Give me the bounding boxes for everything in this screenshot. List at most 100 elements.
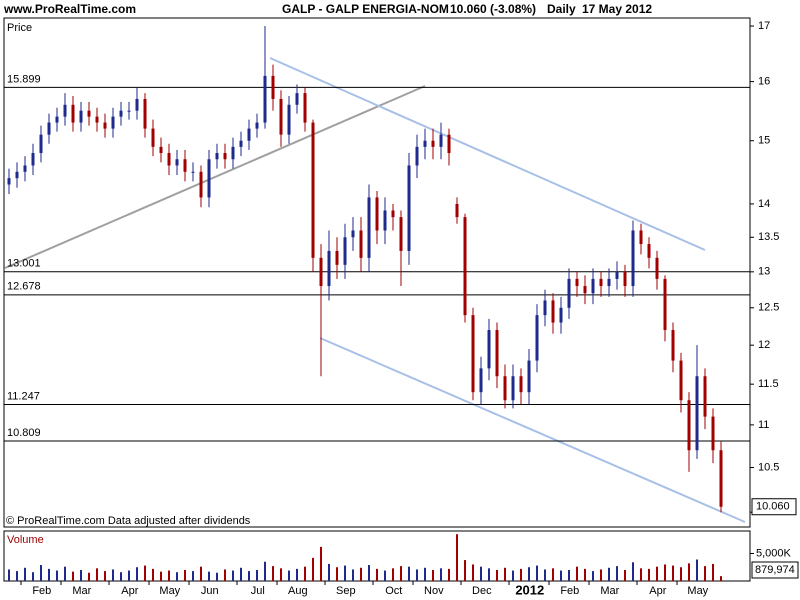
volume-bar [272, 566, 274, 581]
volume-bar [312, 557, 314, 581]
candle-body [599, 278, 603, 287]
candle-body [167, 153, 171, 166]
candle-body [479, 368, 483, 393]
candle-body [207, 159, 211, 198]
candle-body [663, 278, 667, 331]
x-tick-label: Mar [600, 585, 619, 597]
volume-bar [144, 565, 146, 581]
volume-bar [448, 568, 450, 581]
volume-bar [648, 568, 650, 581]
volume-bar [360, 567, 362, 581]
y-tick-label: 14 [758, 198, 770, 210]
candle-body [463, 217, 467, 316]
x-tick-label: 2012 [515, 582, 544, 597]
candle-body [95, 116, 99, 123]
candle-body [527, 360, 531, 393]
volume-bar [600, 569, 602, 581]
volume-bar [64, 566, 66, 581]
volume-bar [456, 534, 458, 581]
y-tick-label: 5,000K [756, 547, 792, 559]
volume-bar [696, 559, 698, 581]
quote: 10.060 (-3.08%) [450, 2, 536, 16]
volume-bar [512, 570, 514, 581]
volume-bar [336, 567, 338, 581]
last-value-label: 10.060 [756, 501, 790, 513]
candle-body [543, 300, 547, 316]
candle-body [159, 146, 163, 154]
volume-bar [568, 569, 570, 581]
volume-bar [408, 566, 410, 581]
volume-bar [632, 562, 634, 581]
volume-bar [96, 568, 98, 581]
volume-bar [720, 576, 722, 581]
candle-body [719, 450, 723, 507]
volume-bar [432, 569, 434, 581]
candle-body [511, 376, 515, 401]
volume-bar [400, 566, 402, 581]
candle-body [399, 217, 403, 251]
candle-body [327, 250, 331, 287]
candle-body [175, 159, 179, 166]
volume-bar [480, 566, 482, 581]
candle-body [103, 122, 107, 129]
volume-bar [496, 569, 498, 581]
y-tick-label: 13 [758, 266, 770, 278]
candle-body [231, 146, 235, 160]
candle-body [183, 159, 187, 172]
volume-bar [384, 570, 386, 581]
candle-body [695, 376, 699, 451]
candle-body [151, 128, 155, 147]
candle-body [647, 244, 651, 258]
y-tick-label: 10.5 [758, 461, 779, 473]
level-label: 11.247 [7, 390, 40, 402]
volume-bar [160, 571, 162, 581]
panel-label: Price [7, 22, 32, 34]
level-label: 10.809 [7, 427, 41, 439]
candle-body [295, 93, 299, 105]
candle-body [567, 278, 571, 308]
candle-body [111, 116, 115, 129]
candle-body [135, 98, 139, 111]
candle-body [375, 197, 379, 231]
volume-bar [72, 571, 74, 581]
candle-body [7, 178, 11, 185]
x-tick-label: Oct [385, 585, 402, 597]
candle-body [71, 104, 75, 123]
volume-bar [88, 572, 90, 581]
candle-body [15, 171, 19, 179]
candle-body [391, 210, 395, 218]
volume-bar [608, 567, 610, 581]
site: www.ProRealTime.com [3, 2, 136, 16]
volume-bar [488, 568, 490, 581]
volume-bar [248, 571, 250, 581]
volume-bar [472, 564, 474, 581]
candle-body [367, 197, 371, 258]
volume-bar [128, 570, 130, 581]
date: 17 May 2012 [582, 2, 652, 16]
x-tick-label: Feb [560, 585, 579, 597]
candle-body [535, 315, 539, 361]
candle-body [303, 93, 307, 123]
candle-body [23, 165, 27, 172]
candle-body [447, 134, 451, 154]
volume-bar [528, 567, 530, 581]
x-tick-label: Jun [201, 585, 219, 597]
volume-bar [240, 567, 242, 581]
volume-bar [16, 571, 18, 581]
candle-body [335, 250, 339, 265]
volume-bar [672, 565, 674, 581]
candle-body [119, 110, 123, 117]
volume-bar [280, 568, 282, 581]
volume-bar [544, 569, 546, 581]
candle-body [247, 128, 251, 141]
volume-bar [176, 572, 178, 581]
volume-bar [168, 570, 170, 581]
trend-line [319, 337, 746, 523]
candle-body [127, 110, 131, 112]
candle-body [191, 171, 195, 173]
candle-body [87, 110, 91, 117]
trend-line [269, 57, 706, 251]
volume-bar [664, 564, 666, 581]
volume-bar [520, 568, 522, 581]
